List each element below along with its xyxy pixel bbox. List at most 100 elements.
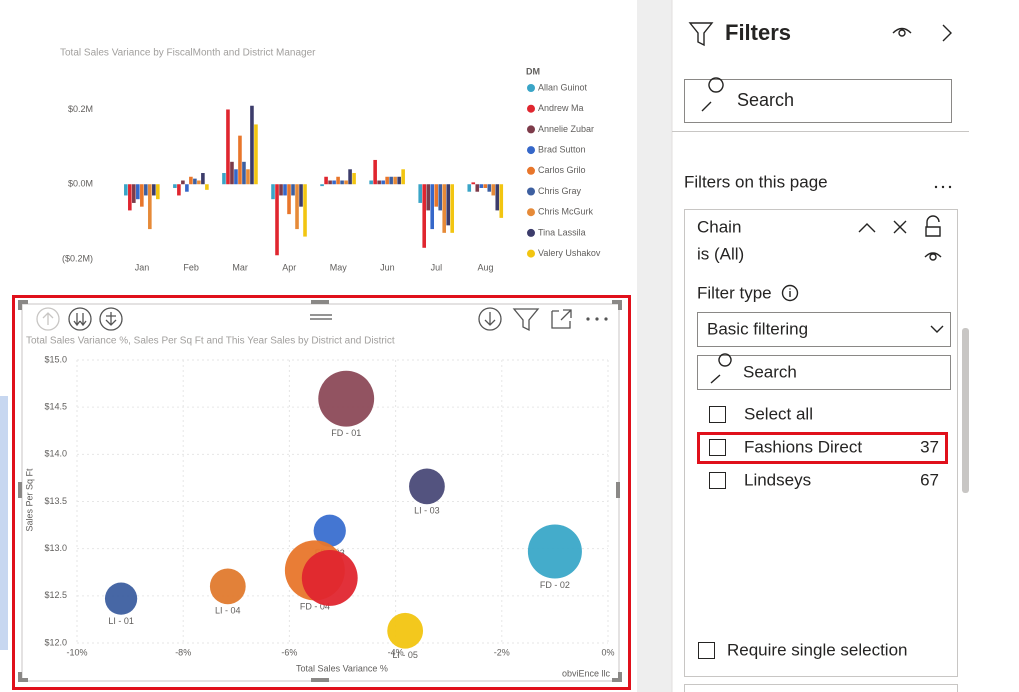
x-tick-label: Mar: [232, 262, 248, 272]
drill-next[interactable]: [68, 307, 92, 331]
bar: [185, 184, 189, 192]
x-tick-label: Jul: [431, 262, 443, 272]
bar: [328, 180, 332, 185]
bar: [422, 184, 427, 248]
bar: [238, 135, 242, 185]
filter-icon[interactable]: [512, 308, 540, 332]
highlight-box: [12, 295, 631, 690]
card-search[interactable]: [697, 355, 951, 390]
filter-field: Chain: [697, 217, 741, 236]
point-label: LI - 03: [414, 506, 440, 516]
y-tick-label: $14.0: [44, 449, 67, 459]
bar-title: Total Sales Variance by FiscalMonth and …: [60, 48, 316, 59]
visibility-icon[interactable]: [892, 27, 912, 37]
card-search-icon: [710, 353, 732, 384]
bar: [177, 184, 181, 196]
focus-icon[interactable]: [551, 309, 572, 329]
info-icon[interactable]: [781, 284, 799, 302]
bar: [401, 169, 405, 185]
bar: [373, 159, 377, 185]
point-label: FD - 04: [300, 602, 330, 612]
bar: [446, 184, 451, 226]
item-count: 67: [920, 470, 939, 489]
bar: [132, 184, 136, 203]
legend-marker: [527, 249, 535, 258]
bubble: [301, 549, 358, 606]
bubble: [104, 582, 138, 615]
legend-marker: [527, 166, 535, 175]
bar: [250, 105, 254, 185]
bar: [369, 180, 373, 185]
x-tick-label: Jan: [135, 262, 150, 272]
filter-state: is (All): [697, 244, 744, 263]
bar: [389, 176, 393, 185]
clear-filter[interactable]: [893, 220, 907, 234]
checkbox[interactable]: [709, 406, 726, 423]
bar: [467, 184, 472, 192]
y-tick-label: ($0.2M): [62, 253, 93, 263]
filter-type-dropdown[interactable]: [697, 312, 951, 347]
drag-handle[interactable]: [310, 314, 332, 320]
filters-icon: [688, 22, 714, 47]
legend-title: DM: [526, 66, 540, 76]
y-tick-label: $0.0M: [68, 179, 93, 189]
y-tick-label: $12.0: [44, 637, 67, 647]
bar: [483, 184, 488, 188]
bar: [128, 184, 132, 211]
bar: [340, 180, 344, 185]
filters-title: Filters: [725, 20, 791, 45]
bar: [197, 180, 201, 185]
bar: [181, 180, 185, 185]
collapse-pane[interactable]: [942, 24, 952, 42]
bar: [487, 184, 492, 192]
bar: [291, 184, 295, 196]
export-icon[interactable]: [478, 307, 502, 331]
bar: [246, 169, 250, 185]
item-label: Fashions Direct: [744, 437, 862, 456]
bar: [332, 180, 336, 185]
bar: [475, 184, 480, 192]
bar: [189, 176, 193, 185]
more-options[interactable]: [586, 317, 608, 321]
watermark: obviEnce llc: [562, 668, 611, 678]
bar: [230, 161, 234, 185]
checkbox[interactable]: [709, 439, 726, 456]
point-label: LI - 05: [392, 650, 418, 660]
section-title: Filters on this page: [684, 172, 828, 191]
bubble: [318, 370, 375, 427]
legend-marker: [527, 104, 535, 113]
pane-search-text: Search: [737, 90, 794, 110]
bar: [287, 184, 291, 215]
bar: [324, 176, 328, 185]
bar: [471, 182, 476, 185]
legend-entry: Andrew Ma: [538, 103, 584, 113]
x-tick-label: Aug: [477, 262, 493, 272]
section-more[interactable]: [934, 185, 952, 189]
x-tick-label: Jun: [380, 262, 395, 272]
y-tick-label: $13.5: [44, 496, 67, 506]
bubble: [409, 468, 445, 505]
pane-search[interactable]: [684, 79, 952, 123]
scrollbar[interactable]: [962, 328, 969, 493]
expand-down[interactable]: [99, 307, 123, 331]
collapse-card[interactable]: [858, 223, 876, 233]
require-single: Require single selection: [727, 640, 908, 659]
legend-entry: Valery Ushakov: [538, 248, 601, 258]
bar: [479, 184, 484, 188]
scatter-title: Total Sales Variance %, Sales Per Sq Ft …: [26, 336, 395, 347]
y-tick-label: $13.0: [44, 543, 67, 553]
lock-icon[interactable]: [925, 215, 941, 237]
bar: [348, 169, 352, 185]
x-tick-label: May: [330, 262, 348, 272]
checkbox[interactable]: [709, 472, 726, 489]
x-tick-label: -8%: [175, 647, 191, 657]
x-tick-label: -4%: [388, 647, 404, 657]
card-visibility[interactable]: [924, 252, 942, 261]
side-marker: [0, 396, 8, 650]
drill-up[interactable]: [36, 307, 60, 331]
bar: [450, 184, 455, 233]
bar: [320, 184, 324, 187]
bar: [336, 176, 340, 185]
checkbox[interactable]: [698, 642, 715, 659]
